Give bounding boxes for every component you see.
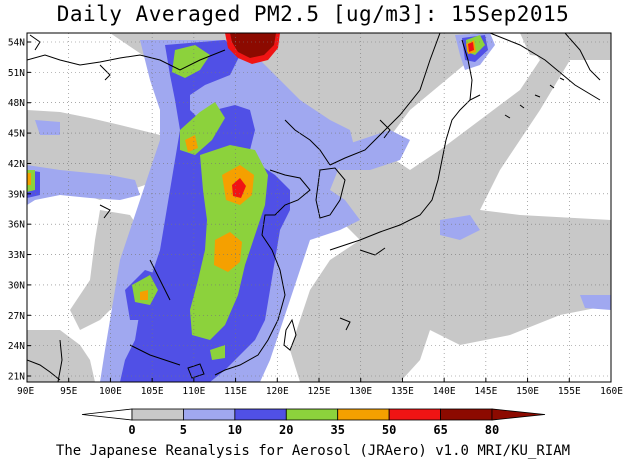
lat-label: 33N [8,250,25,261]
lon-label: 125E [308,386,331,397]
colorbar-label: 5 [180,423,187,437]
lon-label: 160E [600,386,623,397]
lon-label: 110E [182,386,205,397]
lon-label: 155E [558,386,581,397]
colorbar-segment [440,408,493,421]
coastlines [27,33,601,382]
lon-label: 90E [17,386,34,397]
colorbar-label: 80 [485,423,499,437]
map-title: Daily Averaged PM2.5 [ug/m3]: 15Sep2015 [56,2,570,26]
colorbar: 0 5 10 20 35 50 65 80 [81,408,546,437]
lat-label: 27N [8,311,25,322]
footer-credit: The Japanese Reanalysis for Aerosol (JRA… [55,443,571,459]
lon-label: 120E [266,386,289,397]
lon-label: 145E [474,386,497,397]
colorbar-label: 65 [433,423,447,437]
lon-label: 100E [99,386,122,397]
lat-label: 30N [8,280,25,291]
lon-label: 95E [60,386,77,397]
lat-label: 48N [8,98,25,109]
longitude-axis: 90E 95E 100E 105E 110E 115E 120E 125E 130E 135E 14… [17,378,623,397]
colorbar-segment [131,408,184,421]
colorbar-segment [337,408,390,421]
colorbar-arrow-high [491,408,546,421]
lon-label: 115E [224,386,247,397]
colorbar-label: 20 [279,423,293,437]
lat-label: 39N [8,189,25,200]
colorbar-segment [388,408,441,421]
lat-label: 45N [8,129,25,140]
colorbar-segment [285,408,339,421]
lat-label: 24N [8,341,25,352]
colorbar-label: 35 [330,423,344,437]
latitude-axis: 21N 24N 27N 30N 33N 36N 39N 42N 45N 48N 51N 54N [8,38,31,383]
colorbar-arrow-low [81,408,133,421]
lon-label: 150E [516,386,539,397]
colorbar-label: 10 [228,423,242,437]
lon-label: 130E [349,386,372,397]
lon-label: 105E [141,386,164,397]
colorbar-segment [183,408,236,421]
lat-label: 21N [8,372,25,383]
lon-label: 140E [433,386,456,397]
lat-label: 36N [8,220,25,231]
band-5-10 [27,33,611,382]
lat-label: 42N [8,159,25,170]
colorbar-label: 0 [128,423,135,437]
lon-label: 135E [391,386,414,397]
lat-label: 54N [8,38,25,49]
band-80-plus [230,33,276,58]
graticule [27,33,611,382]
colorbar-label: 50 [382,423,396,437]
colorbar-segment [234,408,287,421]
lat-label: 51N [8,68,25,79]
